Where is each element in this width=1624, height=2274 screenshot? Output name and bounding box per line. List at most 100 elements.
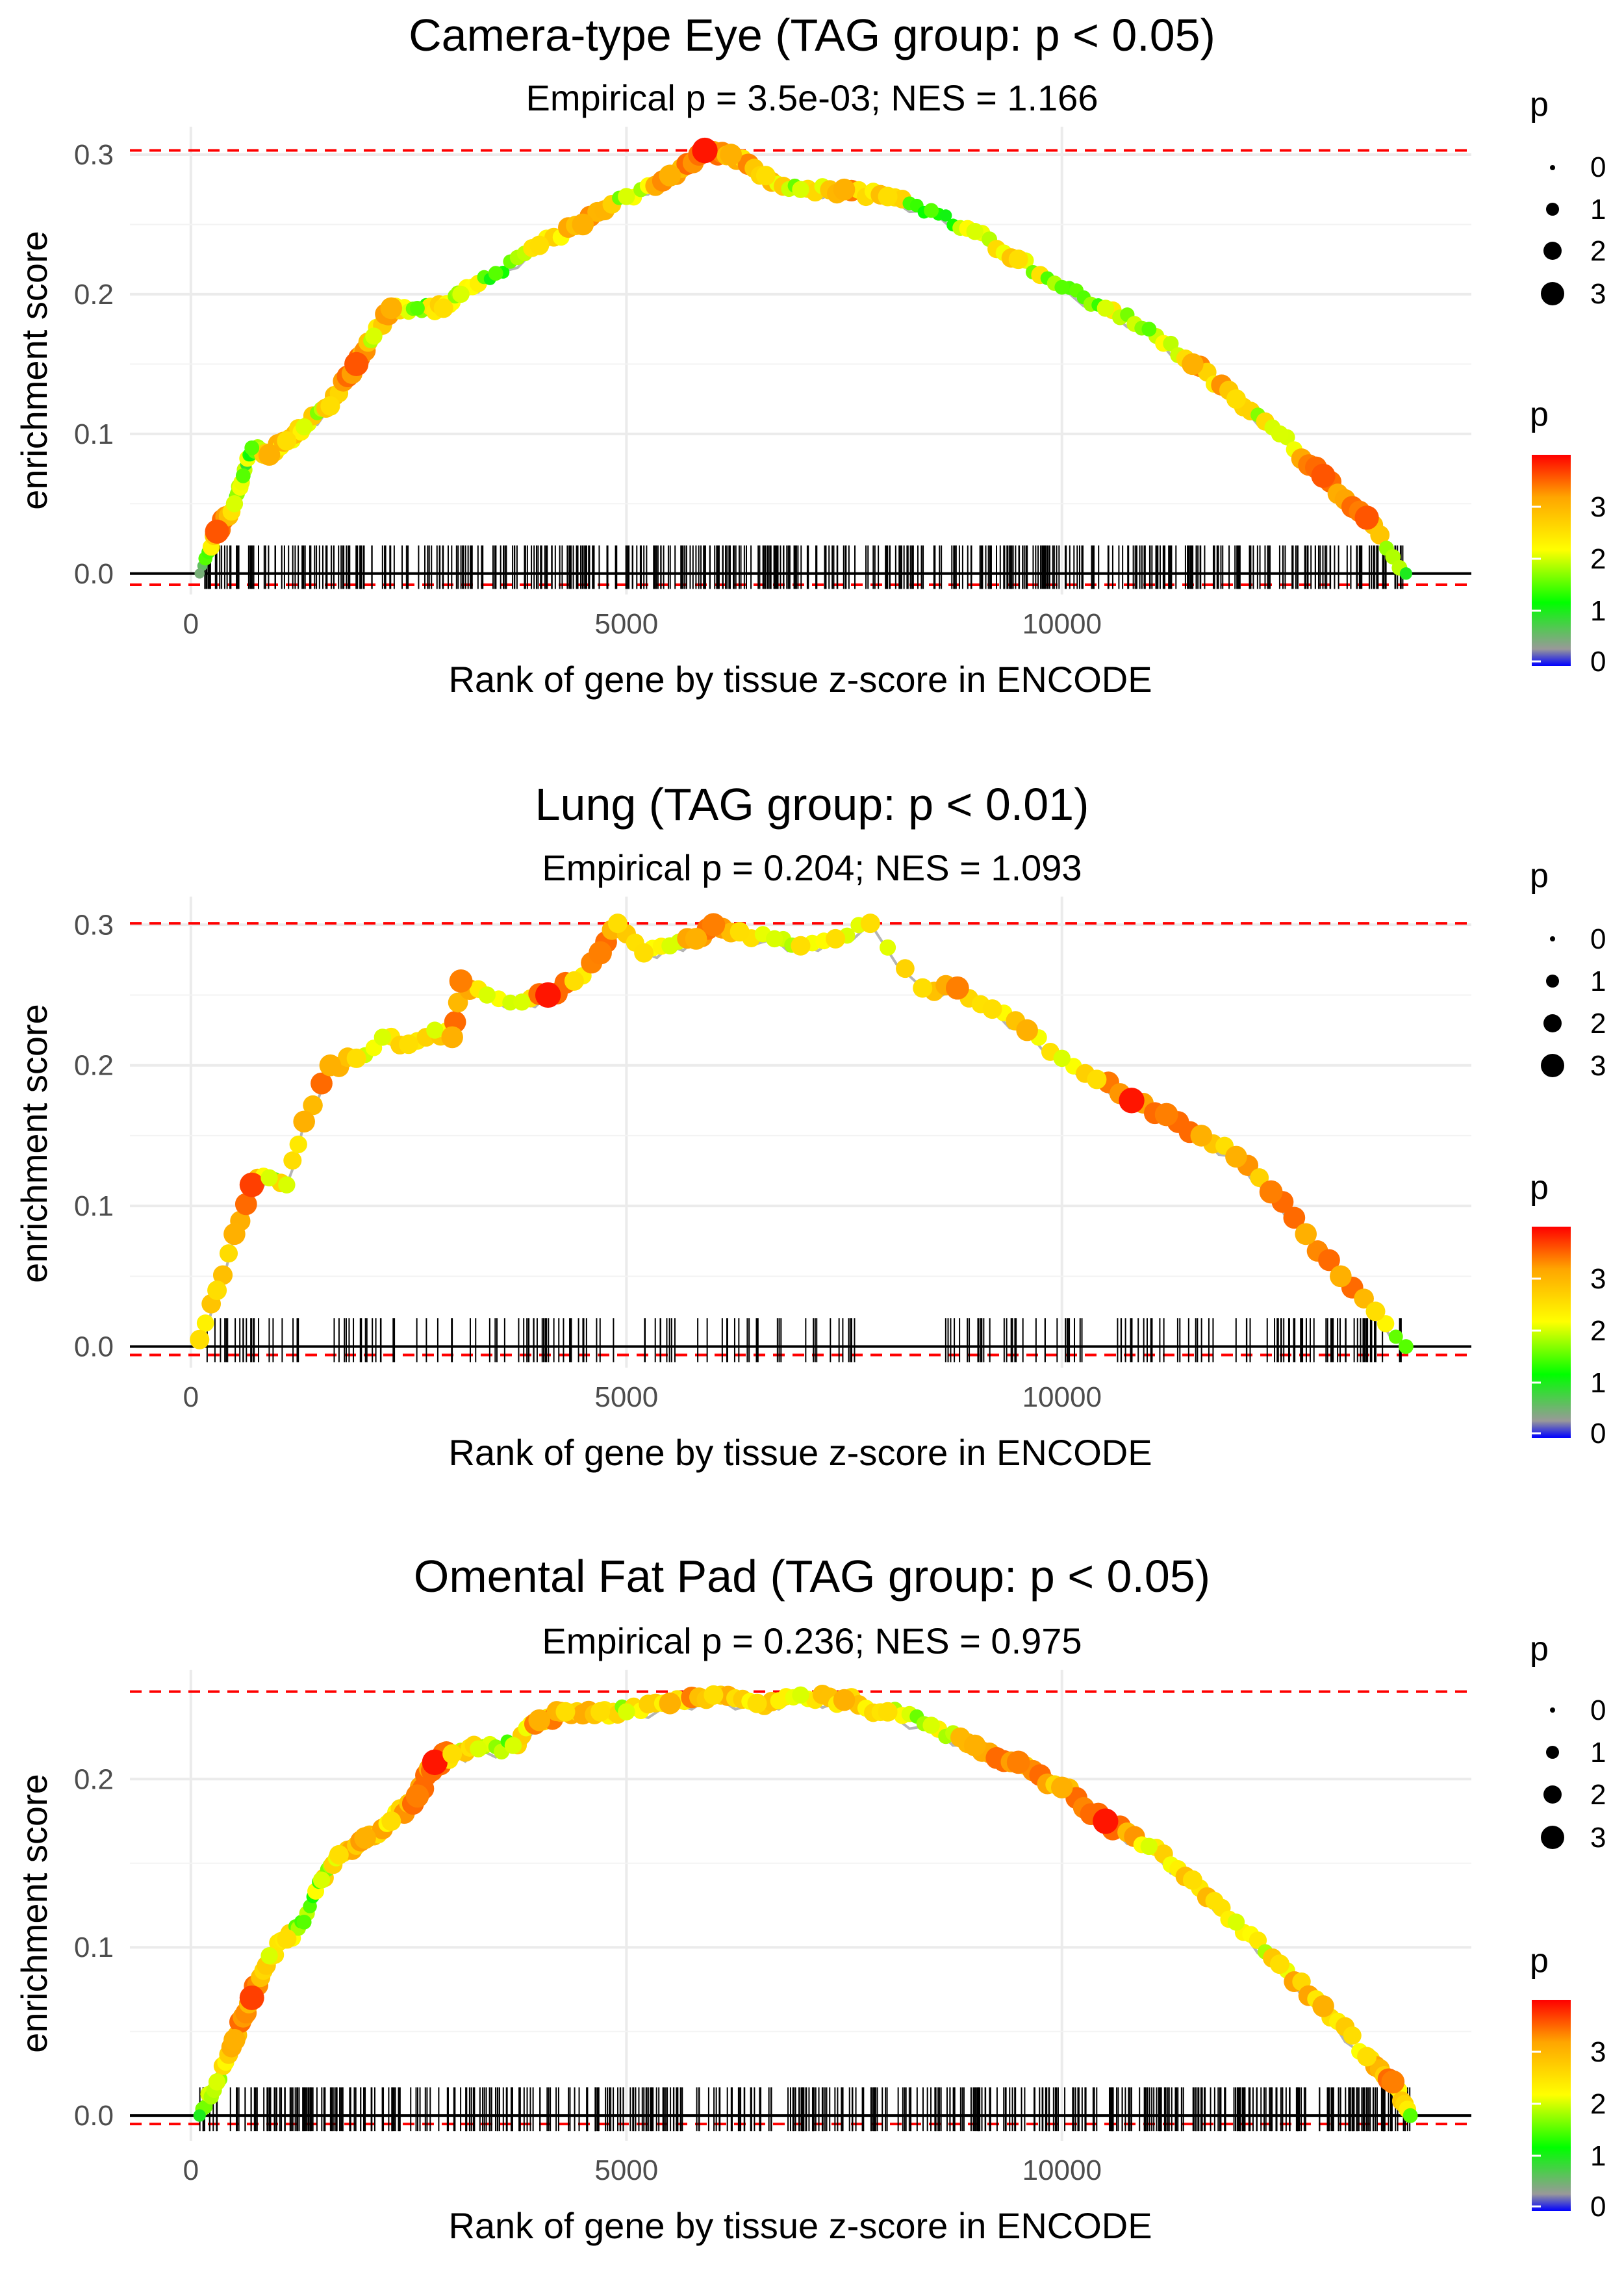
legend-size-label: 0 [1590,1694,1606,1726]
legend-size-dot-2 [1543,1785,1562,1804]
es-point [193,2109,206,2122]
chart-subtitle: Empirical p = 0.236; NES = 0.975 [542,1620,1082,1661]
es-point [235,1193,257,1216]
es-point [1354,505,1379,530]
colorbar-label: 1 [1590,1367,1606,1399]
x-tick-label: 0 [183,608,199,640]
x-tick-label: 0 [183,2154,199,2186]
y-tick-label: 0.2 [74,1763,114,1795]
es-point [513,993,531,1011]
es-point [1370,525,1390,545]
es-point [982,999,1002,1019]
es-point [529,235,550,255]
es-point [755,166,776,186]
colorbar-label: 1 [1590,2140,1606,2172]
colorbar-label: 3 [1590,491,1606,523]
es-point [452,285,470,303]
es-point [1312,1995,1334,2017]
es-point [634,943,654,963]
es-point [704,1685,724,1705]
es-walk-line [198,148,1407,575]
y-tick-label: 0.1 [74,418,114,450]
es-point [1140,1837,1158,1856]
es-point [478,986,496,1004]
es-point [966,222,983,240]
es-point [488,266,503,281]
es-point [289,1135,307,1154]
colorbar-label: 1 [1590,595,1606,627]
es-point [692,137,718,164]
es-point [1154,1103,1178,1127]
es-point [1016,1019,1038,1041]
y-axis-label: enrichment score [14,231,55,510]
es-point [1006,1750,1030,1774]
es-point [296,1914,312,1930]
y-tick-label: 0.2 [74,279,114,311]
es-point [225,495,244,513]
es-point [564,971,584,991]
legend-size-dot-1 [1546,975,1559,988]
es-point [260,1169,278,1187]
legend-size-label: 2 [1590,235,1606,267]
es-point [277,1929,297,1949]
y-tick-label: 0.1 [74,1190,114,1222]
es-point [702,913,726,937]
legend-size-label: 1 [1590,1737,1606,1769]
legend-size-dot-1 [1546,203,1559,216]
chart-subtitle: Empirical p = 0.204; NES = 1.093 [542,847,1082,888]
es-point [295,418,313,436]
es-point [1093,1808,1119,1834]
es-point [1357,2047,1377,2067]
x-tick-label: 0 [183,1381,199,1413]
es-point [422,1749,448,1776]
legend-size-dot-1 [1546,1746,1559,1759]
es-point [410,301,425,316]
es-point [730,922,750,942]
es-point [442,1744,463,1764]
legend-size-label: 1 [1590,965,1606,997]
legend-size-dot-2 [1543,242,1562,260]
es-point [293,1110,315,1133]
es-point [426,1021,444,1039]
legend-color-title: p [1530,396,1549,433]
es-point [618,1703,635,1720]
es-point [219,1244,238,1263]
es-point [1365,1301,1386,1322]
legend-color: p 3 2 1 0 [1530,396,1606,678]
es-point [278,1176,296,1194]
es-point [365,327,383,345]
es-point [766,930,783,948]
es-point [258,444,281,466]
legend-size: p 0 1 2 3 [1530,857,1606,1082]
colorbar [1532,2000,1571,2211]
es-point [878,1702,898,1722]
es-point [1270,1954,1289,1974]
es-point [1381,2070,1405,2094]
es-point [239,1985,264,2010]
es-point [399,1034,419,1054]
es-point [329,1845,349,1865]
es-point [1283,1207,1306,1229]
y-axis-label: enrichment score [14,1774,55,2053]
es-point [504,1737,522,1754]
es-point [235,468,251,483]
es-point [528,1709,551,1731]
colorbar-label: 0 [1590,646,1606,678]
es-point [1399,1339,1414,1354]
es-point [659,1692,681,1715]
es-point [924,203,939,218]
panel-lung: Lung (TAG group: p < 0.01) Empirical p =… [14,779,1606,1473]
es-point [860,913,880,934]
es-point [312,1871,331,1889]
es-point [659,164,681,187]
es-point [205,519,229,544]
colorbar-label: 2 [1590,1315,1606,1347]
es-point [826,928,846,949]
chart-title: Camera-type Eye (TAG group: p < 0.05) [409,10,1215,60]
es-point [320,396,340,416]
es-point [239,1172,264,1197]
y-tick-label: 0.3 [74,909,114,941]
es-walk-line [198,920,1407,1348]
es-point [303,1095,323,1116]
